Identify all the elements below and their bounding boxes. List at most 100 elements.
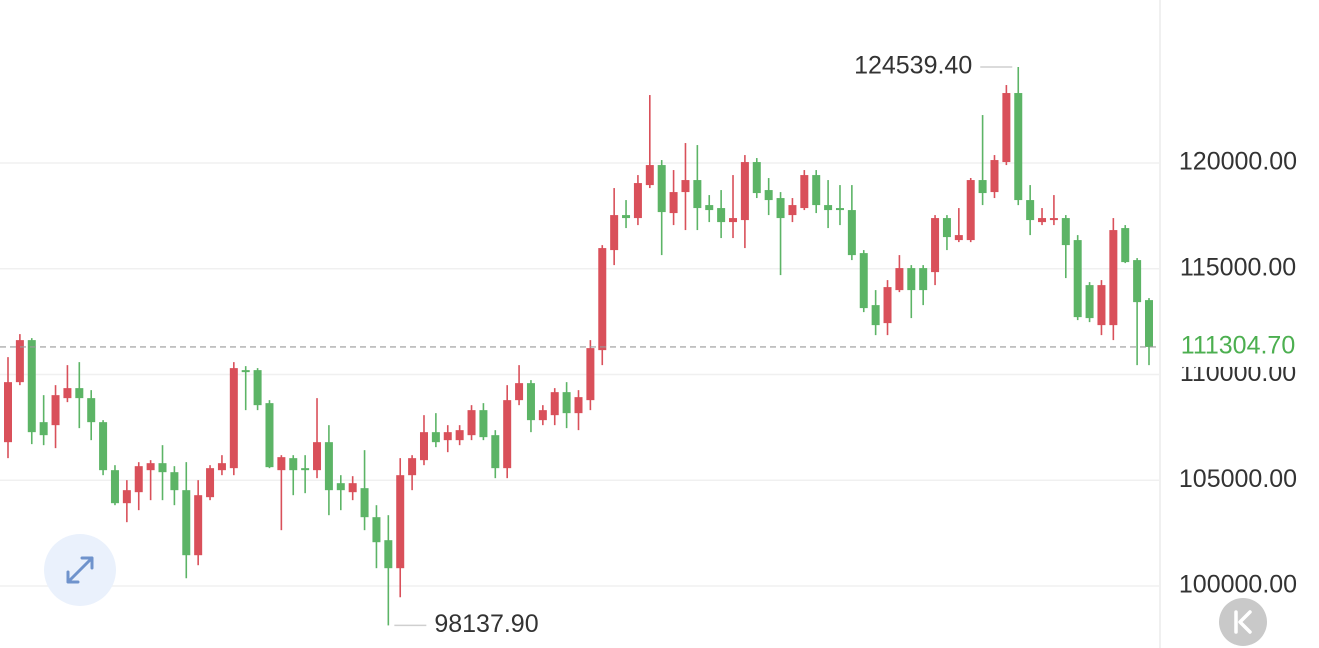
candle-body [931,218,940,273]
last-price-label: 111304.70 [1181,332,1295,360]
candle-body [217,463,226,471]
candle-body [895,268,904,291]
candle-body [99,422,108,471]
candle-body [87,398,96,423]
candle-body [574,397,583,414]
candle-body [75,388,84,399]
candle-body [110,470,119,504]
candle-body [51,395,60,426]
candle-body [158,463,167,473]
candle-body [206,468,215,498]
candle-body [324,442,333,491]
candle-body [764,190,773,201]
candle-body [408,458,417,476]
candle-body [633,183,642,219]
candle-body [966,180,975,241]
candle-body [669,192,678,214]
candle-body [871,305,880,326]
y-tick-label: 100000.00 [1179,571,1297,599]
candle-body [241,370,250,373]
kline-icon[interactable] [1234,610,1252,634]
candle-body [1026,200,1035,221]
expand-icon[interactable] [66,556,94,584]
candle-body [15,340,24,383]
candle-body [586,348,595,401]
candle-body [645,165,654,186]
candle-body [847,210,856,256]
kline-button-bg[interactable] [1219,598,1267,646]
candle-body [63,388,72,399]
candle-body [348,483,357,493]
candle-body [443,432,452,441]
candle-body [301,468,310,471]
candle-body [622,215,631,219]
candle-body [4,382,12,443]
candle-body [729,218,738,223]
annotation-label: 98137.90 [434,610,538,638]
candle-body [146,463,155,471]
candle-body [467,410,476,436]
candle-body [396,475,405,569]
candle-body [1133,260,1142,303]
candle-body [693,180,702,209]
candle-body [752,162,761,194]
last-price-tag [1162,326,1319,367]
candle-body [336,483,345,491]
candle-body [1061,218,1070,246]
candle-body [907,268,916,291]
candle-body [1085,285,1094,319]
candle-body [419,432,428,461]
kline-button[interactable] [1219,598,1267,646]
candle-body [122,490,131,504]
candle-body [431,432,440,443]
candle-body [788,205,797,216]
candle-body [598,248,607,351]
candle-body [1014,93,1023,201]
candle-body [978,180,987,194]
candle-body [253,370,262,406]
candle-body [372,517,381,543]
overlay: 124539.40 98137.90 111304.70 [0,52,1319,638]
candle-body [681,180,690,193]
candle-body [562,392,571,414]
candle-body [717,208,726,223]
candle-body [859,253,868,309]
candle-body [705,205,714,211]
candle-body [954,235,963,241]
candle-body [170,472,179,491]
candle-body [39,422,48,436]
candle-body [1038,218,1047,223]
candle-body [883,287,892,324]
candle-body [1049,218,1058,221]
candle-body [550,392,559,416]
expand-button[interactable] [44,534,116,606]
y-tick-label: 120000.00 [1179,148,1297,176]
candle-body [1121,228,1130,263]
candle-body [360,488,369,518]
candle-body [740,162,749,221]
candle-body [1145,300,1153,347]
candle-body [503,400,512,469]
candle-body [194,495,203,556]
candle-body [538,410,547,421]
candle-body [919,268,928,291]
candle-body [824,205,833,211]
candle-body [515,383,524,401]
candle-body [776,198,785,219]
candle-body [289,458,298,471]
candle-body [812,175,821,206]
candle-body [277,457,286,471]
candle-body [1097,285,1106,326]
candle-body [942,218,951,238]
candle-body [265,403,274,468]
candle-body [835,208,844,211]
candle-body [610,215,619,251]
candle-body [1002,93,1011,163]
candles [4,67,1153,626]
candle-body [1073,240,1082,318]
candle-body [455,430,464,441]
annotation-label: 124539.40 [854,52,972,80]
candle-body [313,442,322,471]
